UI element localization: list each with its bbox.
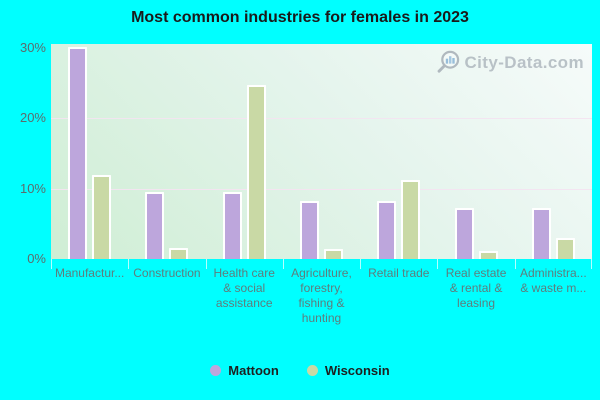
bar-mattoon-6[interactable] bbox=[531, 208, 551, 259]
bar-mattoon-1[interactable] bbox=[145, 192, 165, 259]
x-axis-tick-5 bbox=[437, 259, 438, 269]
x-axis-tick-4 bbox=[360, 259, 361, 269]
bar-group-1 bbox=[128, 192, 205, 259]
x-axis-tick-2 bbox=[206, 259, 207, 269]
bar-wisconsin-4[interactable] bbox=[401, 180, 421, 259]
y-axis-label-10: 10% bbox=[19, 180, 46, 196]
legend-swatch-mattoon-icon bbox=[210, 365, 222, 376]
city-data-logo-icon bbox=[438, 50, 460, 73]
plot-area: City-Data.com bbox=[51, 44, 592, 259]
x-axis-tick-7 bbox=[591, 259, 592, 269]
x-axis-tick-1 bbox=[128, 259, 129, 269]
bar-group-2 bbox=[206, 85, 283, 259]
bar-wisconsin-0[interactable] bbox=[92, 175, 112, 259]
legend-label-mattoon: Mattoon bbox=[228, 363, 279, 378]
bar-wisconsin-3[interactable] bbox=[323, 249, 343, 259]
gridline-20 bbox=[51, 118, 592, 120]
legend: Mattoon Wisconsin bbox=[0, 363, 600, 378]
x-axis-tick-6 bbox=[515, 259, 516, 269]
bar-wisconsin-1[interactable] bbox=[169, 248, 189, 259]
bar-group-3 bbox=[283, 201, 360, 259]
bar-group-6 bbox=[515, 208, 592, 259]
x-axis-label-4: Retail trade bbox=[368, 266, 430, 280]
x-axis-tick-3 bbox=[283, 259, 284, 269]
x-axis-label-5: Real estate & rental & leasing bbox=[445, 266, 507, 310]
legend-label-wisconsin: Wisconsin bbox=[324, 363, 390, 378]
chart-title: Most common industries for females in 20… bbox=[131, 9, 469, 26]
legend-swatch-wisconsin-icon bbox=[306, 365, 318, 376]
x-axis-label-3: Agriculture, forestry, fishing & hunting bbox=[291, 266, 352, 325]
x-axis-tick-0 bbox=[51, 259, 52, 269]
watermark-text: City-Data.com bbox=[464, 52, 584, 72]
x-axis-label-2: Health care & social assistance bbox=[213, 266, 275, 310]
bar-wisconsin-5[interactable] bbox=[478, 251, 498, 259]
bar-wisconsin-2[interactable] bbox=[246, 85, 266, 259]
bar-group-4 bbox=[360, 180, 437, 259]
x-axis-label-0: Manufactur... bbox=[54, 266, 125, 280]
bar-mattoon-0[interactable] bbox=[68, 47, 88, 259]
x-axis-label-6: Administra... & waste m... bbox=[520, 266, 587, 295]
x-axis-label-1: Construction bbox=[133, 266, 201, 280]
legend-item-mattoon[interactable]: Mattoon bbox=[210, 363, 279, 378]
legend-item-wisconsin[interactable]: Wisconsin bbox=[306, 363, 390, 378]
y-axis-label-20: 20% bbox=[19, 110, 46, 126]
bar-wisconsin-6[interactable] bbox=[555, 238, 575, 259]
bar-group-0 bbox=[51, 47, 128, 259]
bar-mattoon-2[interactable] bbox=[222, 192, 242, 259]
y-axis-label-0: 0% bbox=[27, 251, 46, 266]
bar-mattoon-4[interactable] bbox=[377, 201, 397, 259]
bar-mattoon-3[interactable] bbox=[299, 201, 319, 259]
gridline-10 bbox=[51, 188, 592, 190]
bar-group-5 bbox=[437, 208, 514, 259]
watermark: City-Data.com bbox=[435, 49, 584, 76]
bar-mattoon-5[interactable] bbox=[454, 208, 474, 259]
y-axis-label-30: 30% bbox=[19, 40, 46, 55]
